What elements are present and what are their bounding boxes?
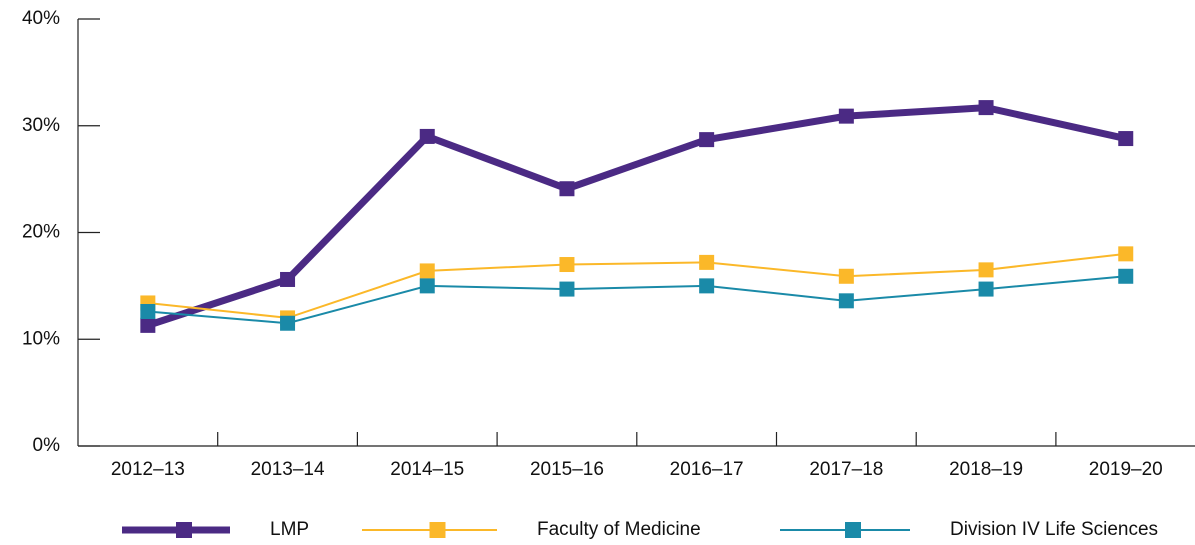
legend-marker [845,522,861,538]
point [1118,131,1134,147]
point [140,317,156,333]
point [280,271,296,287]
x-tick-label: 2016–17 [670,459,744,480]
series-line [147,275,1126,325]
point [140,303,156,319]
point [838,293,854,309]
point [559,281,575,297]
point [1118,268,1134,284]
point [978,281,994,297]
x-tick-label: 2014–15 [390,459,464,480]
y-tick-label: 0% [33,435,61,456]
y-tick-label: 10% [22,328,60,349]
x-tick-label: 2017–18 [809,459,883,480]
point [838,108,854,124]
series-line [146,104,1127,329]
x-tick-label: 2015–16 [530,459,604,480]
point [699,278,715,294]
y-tick-label: 30% [22,115,60,136]
point [280,315,296,331]
legend-marker [176,522,192,538]
point [559,257,575,273]
legend-label: LMP [270,519,309,540]
point [1118,246,1134,262]
point [699,132,715,148]
legend-marker [429,522,446,538]
x-tick-label: 2019–20 [1089,459,1163,480]
point [699,254,715,270]
x-tick-label: 2013–14 [251,459,325,480]
y-tick-label: 40% [22,8,60,29]
y-tick-label: 20% [22,222,60,243]
point [978,262,994,278]
series-line [147,252,1126,319]
point [559,181,575,197]
legend-label: Faculty of Medicine [537,519,701,540]
point [419,128,435,144]
point [978,100,994,116]
x-tick-label: 2018–19 [949,459,1023,480]
legend-label: Division IV Life Sciences [950,519,1158,540]
x-tick-label: 2012–13 [111,459,185,480]
point [419,278,435,294]
point [419,263,435,279]
point [838,268,854,284]
